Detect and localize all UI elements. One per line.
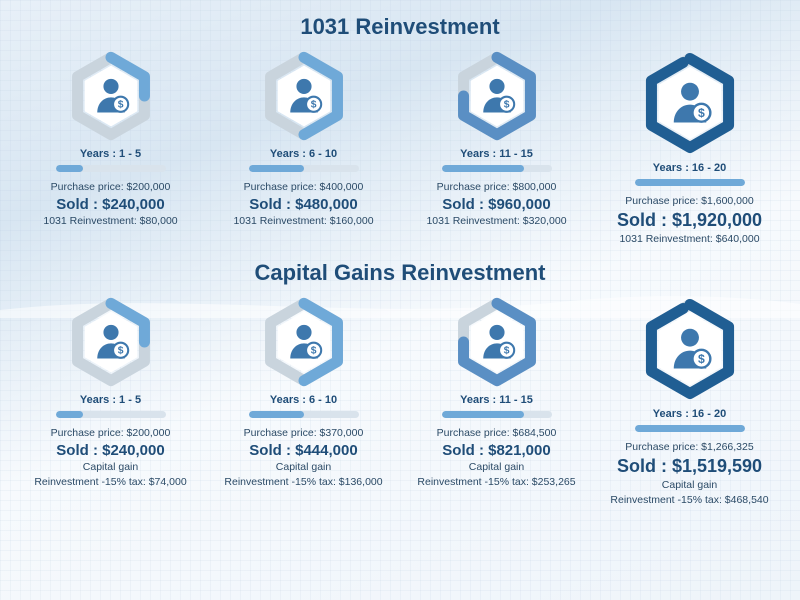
card-s1031-3: $ Years : 16 - 20 Purchase price: $1,600… <box>595 50 785 246</box>
progress-bar <box>56 165 166 172</box>
years-label: Years : 1 - 5 <box>80 394 141 406</box>
section-cg: Capital Gains Reinvestment $ Years : 1 -… <box>0 246 800 507</box>
hex-ring-icon: $ <box>637 296 743 402</box>
years-label: Years : 16 - 20 <box>653 162 726 174</box>
card-cg-3: $ Years : 16 - 20 Purchase price: $1,266… <box>595 296 785 507</box>
purchase-price: Purchase price: $200,000 <box>51 426 171 441</box>
svg-text:$: $ <box>697 352 704 366</box>
years-label: Years : 6 - 10 <box>270 148 337 160</box>
progress-bar <box>249 411 359 418</box>
person-dollar-icon: $ <box>258 50 350 142</box>
card-s1031-0: $ Years : 1 - 5 Purchase price: $200,000… <box>16 50 206 246</box>
progress-bar <box>635 179 745 186</box>
svg-text:$: $ <box>117 346 123 357</box>
progress-bar <box>249 165 359 172</box>
person-dollar-icon: $ <box>65 296 157 388</box>
purchase-price: Purchase price: $684,500 <box>437 426 557 441</box>
purchase-price: Purchase price: $370,000 <box>244 426 364 441</box>
years-label: Years : 11 - 15 <box>460 148 533 160</box>
card-extra1: Capital gain <box>469 460 524 475</box>
card-extra2: Reinvestment -15% tax: $253,265 <box>417 475 575 490</box>
person-dollar-icon: $ <box>451 296 543 388</box>
years-label: Years : 11 - 15 <box>460 394 533 406</box>
card-s1031-2: $ Years : 11 - 15 Purchase price: $800,0… <box>402 50 592 246</box>
sold-price: Sold : $240,000 <box>56 196 164 213</box>
svg-text:$: $ <box>697 106 704 120</box>
card-cg-2: $ Years : 11 - 15 Purchase price: $684,5… <box>402 296 592 507</box>
purchase-price: Purchase price: $400,000 <box>244 180 364 195</box>
card-extra1: Capital gain <box>662 478 717 493</box>
person-dollar-icon: $ <box>258 296 350 388</box>
svg-text:$: $ <box>310 346 316 357</box>
years-label: Years : 1 - 5 <box>80 148 141 160</box>
card-cg-0: $ Years : 1 - 5 Purchase price: $200,000… <box>16 296 206 507</box>
card-extra2: Reinvestment -15% tax: $74,000 <box>34 475 186 490</box>
sold-price: Sold : $240,000 <box>56 442 164 459</box>
svg-text:$: $ <box>310 100 316 111</box>
card-extra1: 1031 Reinvestment: $80,000 <box>43 214 177 229</box>
card-extra1: Capital gain <box>276 460 331 475</box>
person-dollar-icon: $ <box>637 50 743 156</box>
progress-bar <box>442 411 552 418</box>
years-label: Years : 16 - 20 <box>653 408 726 420</box>
card-extra1: 1031 Reinvestment: $160,000 <box>233 214 373 229</box>
sold-price: Sold : $1,519,590 <box>617 456 762 477</box>
card-row: $ Years : 1 - 5 Purchase price: $200,000… <box>0 50 800 246</box>
svg-text:$: $ <box>503 346 509 357</box>
hex-ring-icon: $ <box>451 50 543 142</box>
purchase-price: Purchase price: $1,600,000 <box>625 194 753 209</box>
hex-ring-icon: $ <box>65 50 157 142</box>
person-dollar-icon: $ <box>65 50 157 142</box>
years-label: Years : 6 - 10 <box>270 394 337 406</box>
hex-ring-icon: $ <box>258 50 350 142</box>
hex-ring-icon: $ <box>451 296 543 388</box>
card-extra1: Capital gain <box>83 460 138 475</box>
card-s1031-1: $ Years : 6 - 10 Purchase price: $400,00… <box>209 50 399 246</box>
person-dollar-icon: $ <box>451 50 543 142</box>
sold-price: Sold : $480,000 <box>249 196 357 213</box>
purchase-price: Purchase price: $200,000 <box>51 180 171 195</box>
hex-ring-icon: $ <box>637 50 743 156</box>
card-row: $ Years : 1 - 5 Purchase price: $200,000… <box>0 296 800 507</box>
progress-bar <box>635 425 745 432</box>
progress-bar <box>56 411 166 418</box>
sold-price: Sold : $444,000 <box>249 442 357 459</box>
section-s1031: 1031 Reinvestment $ Years : 1 - 5 Purcha… <box>0 0 800 246</box>
section-title: Capital Gains Reinvestment <box>255 260 546 286</box>
sold-price: Sold : $1,920,000 <box>617 210 762 231</box>
purchase-price: Purchase price: $800,000 <box>437 180 557 195</box>
sold-price: Sold : $960,000 <box>442 196 550 213</box>
progress-bar <box>442 165 552 172</box>
hex-ring-icon: $ <box>258 296 350 388</box>
card-extra1: 1031 Reinvestment: $640,000 <box>619 232 759 247</box>
svg-text:$: $ <box>503 100 509 111</box>
card-extra2: Reinvestment -15% tax: $468,540 <box>610 493 768 508</box>
person-dollar-icon: $ <box>637 296 743 402</box>
hex-ring-icon: $ <box>65 296 157 388</box>
card-extra1: 1031 Reinvestment: $320,000 <box>426 214 566 229</box>
sold-price: Sold : $821,000 <box>442 442 550 459</box>
section-title: 1031 Reinvestment <box>300 14 499 40</box>
svg-text:$: $ <box>117 100 123 111</box>
card-cg-1: $ Years : 6 - 10 Purchase price: $370,00… <box>209 296 399 507</box>
card-extra2: Reinvestment -15% tax: $136,000 <box>224 475 382 490</box>
purchase-price: Purchase price: $1,266,325 <box>625 440 753 455</box>
